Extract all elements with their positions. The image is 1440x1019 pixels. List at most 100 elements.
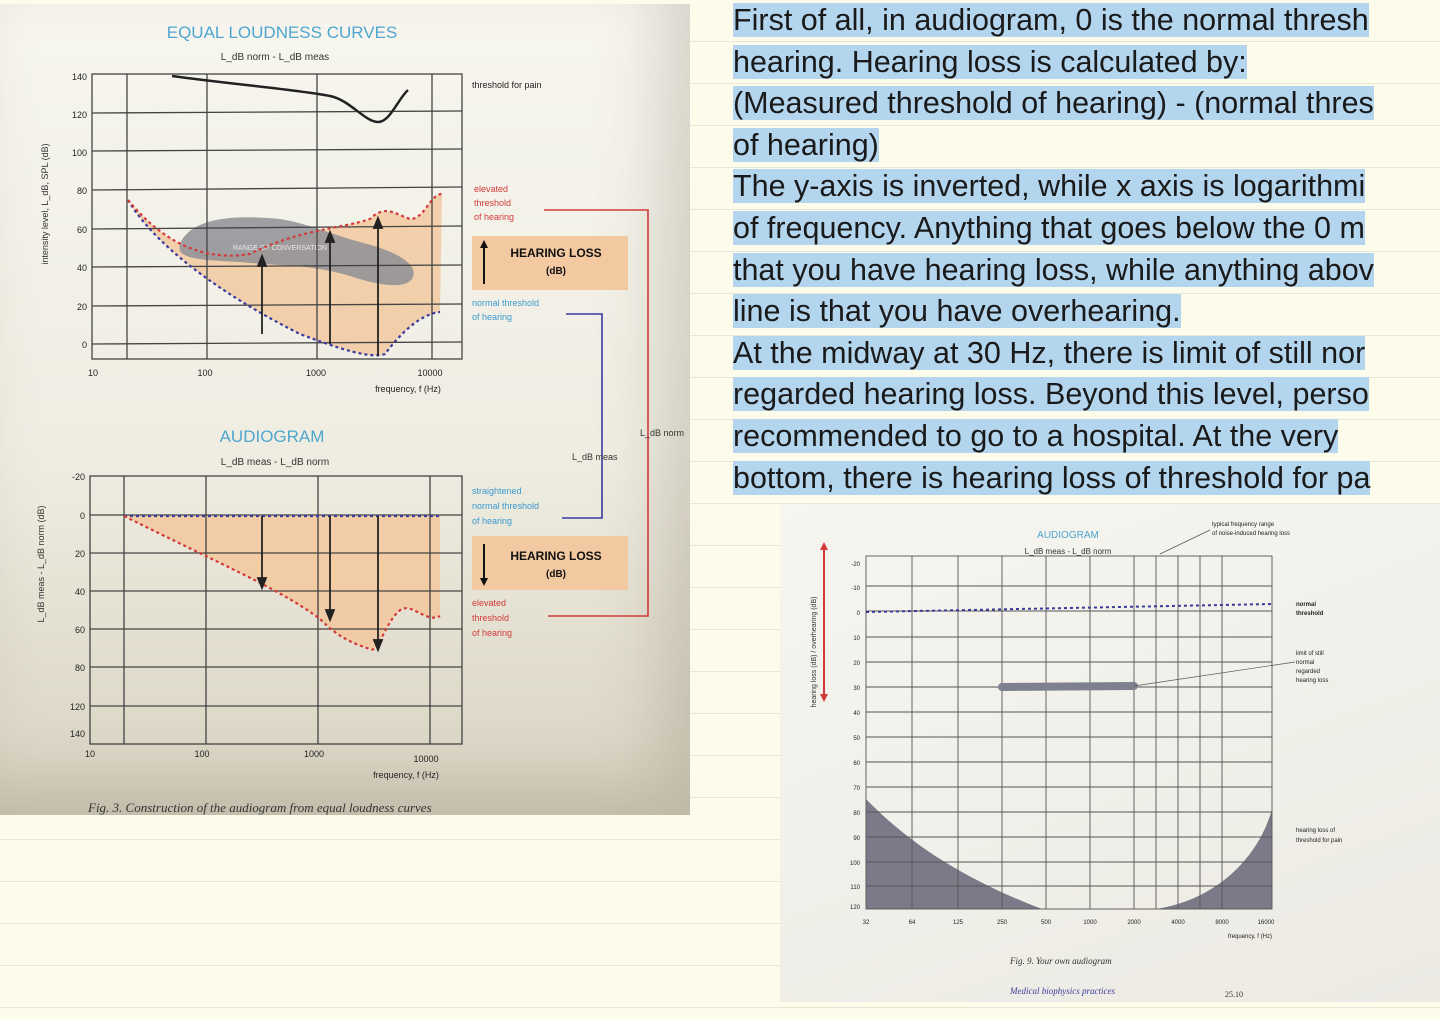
elevated-label-line: elevated <box>474 184 508 194</box>
elevated-threshold-curve <box>127 192 443 257</box>
own-ytick: 60 <box>853 761 860 767</box>
audiogram-x-axis-label: frequency, f (Hz) <box>373 770 439 780</box>
elevated-label: elevated threshold of hearing <box>474 184 514 222</box>
pain-fill-left <box>866 799 1042 909</box>
limit-label: limit of still normal regarded hearing l… <box>1296 651 1328 684</box>
own-xtick: 2000 <box>1127 920 1141 926</box>
own-xtick: 125 <box>953 920 964 926</box>
limit-label-line: limit of still <box>1296 651 1324 657</box>
elevated-label-bottom: elevated threshold of hearing <box>472 598 512 638</box>
audiogram-subtitle: L_dB meas - L_dB norm <box>221 457 329 468</box>
top-y-axis-label: intensity level, L_dB, SPL (dB) <box>40 143 50 264</box>
red-arrow-up <box>820 542 828 550</box>
note-line-text: (Measured threshold of hearing) - (norma… <box>733 86 1374 121</box>
own-audiogram-figure: AUDIOGRAM L_dB meas - L_dB norm hearing … <box>811 522 1342 999</box>
top-ytick: 100 <box>72 148 87 158</box>
own-xtick: 4000 <box>1171 920 1185 926</box>
straightened-label-line: of hearing <box>472 516 512 526</box>
hearing-loss-fill <box>128 194 442 356</box>
audiogram-xtick: 10 <box>85 749 95 759</box>
audiogram-ytick: 60 <box>75 625 85 635</box>
audiogram-ytick: 20 <box>75 549 85 559</box>
normal-threshold-label: normal threshold <box>1296 602 1324 617</box>
own-ytick: 30 <box>853 686 860 692</box>
note-line-text: The y-axis is inverted, while x axis is … <box>733 169 1366 204</box>
pain-threshold-curve <box>171 74 409 124</box>
audiogram-elevated-curve <box>123 515 441 651</box>
own-ytick: 110 <box>850 885 860 891</box>
range-label-line: of noise-induced hearing loss <box>1212 531 1290 537</box>
own-figure-caption: Fig. 9. Your own audiogram <box>1009 956 1112 966</box>
equal-loudness-photo: EQUAL LOUDNESS CURVES L_dB norm - L_dB m… <box>0 4 690 815</box>
note-line-text: First of all, in audiogram, 0 is the nor… <box>733 3 1369 37</box>
elevated-label-line: elevated <box>472 598 506 608</box>
own-xtick: 500 <box>1041 920 1052 926</box>
audiogram-loss-arrows <box>256 516 384 653</box>
top-ytick: 60 <box>77 225 87 235</box>
hearing-loss-title-bottom: HEARING LOSS <box>510 549 601 563</box>
hearing-loss-unit: (dB) <box>546 266 566 277</box>
own-ytick: 0 <box>857 611 861 617</box>
top-ytick: 120 <box>72 110 87 120</box>
note-line: line is that you have overhearing. <box>733 291 1440 333</box>
limit-leader-line <box>1133 661 1296 687</box>
audiogram-xtick: 100 <box>194 749 209 759</box>
note-line: hearing. Hearing loss is calculated by: <box>733 42 1440 84</box>
normal-label-line: threshold <box>1296 611 1324 617</box>
note-line: At the midway at 30 Hz, there is limit o… <box>733 333 1440 375</box>
audiogram-y-axis-label: L_dB meas - L_dB norm (dB) <box>36 505 46 622</box>
normal-label-line: of hearing <box>472 312 512 322</box>
note-line-text: regarded hearing loss. Beyond this level… <box>733 377 1369 412</box>
pain-label: threshold for pain <box>472 80 542 90</box>
limit-label-line: normal <box>1296 660 1314 666</box>
own-ytick: 70 <box>853 786 860 792</box>
note-line-text: line is that you have overhearing. <box>733 294 1181 329</box>
straightened-label: straightened normal threshold of hearing <box>472 486 539 526</box>
elevated-label-line: threshold <box>472 613 509 623</box>
top-subtitle: L_dB norm - L_dB meas <box>221 52 329 63</box>
pain-loss-label: hearing loss of threshold for pain <box>1296 828 1342 844</box>
pain-label-line: threshold for pain <box>1296 838 1342 844</box>
own-xtick: 1000 <box>1083 920 1097 926</box>
normal-label-line: normal threshold <box>472 298 539 308</box>
own-ytick: -20 <box>851 562 860 568</box>
own-ytick: -10 <box>851 586 860 592</box>
audiogram-ytick: 140 <box>70 729 85 739</box>
own-xtick: 250 <box>997 920 1008 926</box>
loudness-audiogram-figure: EQUAL LOUDNESS CURVES L_dB norm - L_dB m… <box>36 23 684 815</box>
note-line: regarded hearing loss. Beyond this level… <box>733 374 1440 416</box>
norm-arrow-label: L_dB norm <box>640 428 684 438</box>
page-number: 25.10 <box>1225 990 1243 999</box>
note-line-text: of frequency. Anything that goes below t… <box>733 210 1365 245</box>
note-line: of frequency. Anything that goes below t… <box>733 208 1440 250</box>
audiogram-title: AUDIOGRAM <box>220 427 325 446</box>
own-x-ticks: 32 64 125 250 500 1000 2000 4000 8000 16… <box>863 920 1275 926</box>
down-arrow-head <box>480 578 488 586</box>
top-title: EQUAL LOUDNESS CURVES <box>167 23 398 42</box>
audiogram-ytick: 120 <box>70 702 85 712</box>
note-line: bottom, there is hearing loss of thresho… <box>733 458 1440 500</box>
own-xtick: 32 <box>863 920 870 926</box>
conversation-range-band <box>179 217 414 286</box>
range-label: typical frequency range of noise-induced… <box>1212 522 1290 537</box>
hearing-loss-box-top <box>472 236 628 290</box>
hearing-loss-unit-bottom: (dB) <box>546 569 566 580</box>
note-line-text: hearing. Hearing loss is calculated by: <box>733 44 1247 79</box>
own-xtick: 64 <box>909 920 916 926</box>
highlighted-note-text[interactable]: First of all, in audiogram, 0 is the nor… <box>733 0 1440 499</box>
limit-still-normal-bar <box>998 682 1138 691</box>
top-ytick: 0 <box>82 340 87 350</box>
top-xtick: 10000 <box>417 368 442 378</box>
top-xtick: 10 <box>88 368 98 378</box>
own-y-ticks: -20 -10 0 10 20 30 40 50 60 70 80 90 100… <box>850 562 861 911</box>
top-loss-arrows <box>256 215 384 356</box>
own-ytick: 100 <box>850 861 861 867</box>
top-ytick: 80 <box>77 186 87 196</box>
own-ytick: 50 <box>853 736 860 742</box>
note-line-text: At the midway at 30 Hz, there is limit o… <box>733 335 1366 370</box>
meas-arrow-label: L_dB meas <box>572 452 618 462</box>
footer-text: Medical biophysics practices <box>1009 986 1115 996</box>
top-xtick: 1000 <box>306 368 326 378</box>
audiogram-ytick: -20 <box>72 472 85 482</box>
normal-label-line: normal <box>1296 602 1316 608</box>
